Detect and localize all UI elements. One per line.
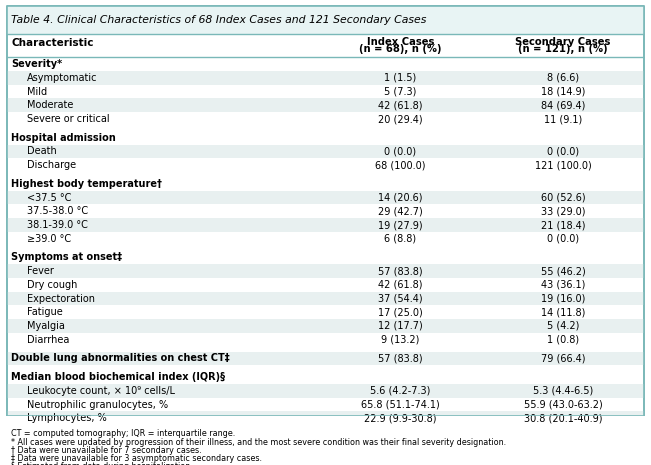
Text: 57 (83.8): 57 (83.8) bbox=[378, 266, 422, 276]
Text: 57 (83.8): 57 (83.8) bbox=[378, 353, 422, 364]
Text: Median blood biochemical index (IQR)§: Median blood biochemical index (IQR)§ bbox=[11, 372, 225, 382]
Text: Moderate: Moderate bbox=[27, 100, 74, 110]
Text: 33 (29.0): 33 (29.0) bbox=[541, 206, 585, 216]
Text: Table 4. Clinical Characteristics of 68 Index Cases and 121 Secondary Cases: Table 4. Clinical Characteristics of 68 … bbox=[11, 15, 426, 26]
Text: 5 (7.3): 5 (7.3) bbox=[384, 86, 417, 97]
Bar bbox=[7, 99, 644, 112]
Text: 20 (29.4): 20 (29.4) bbox=[378, 114, 422, 124]
Text: Dry cough: Dry cough bbox=[27, 280, 77, 290]
Text: Secondary Cases: Secondary Cases bbox=[516, 37, 611, 46]
Text: Fever: Fever bbox=[27, 266, 54, 276]
Text: † Data were unavailable for 7 secondary cases.: † Data were unavailable for 7 secondary … bbox=[11, 446, 202, 455]
Text: 14 (11.8): 14 (11.8) bbox=[541, 307, 585, 317]
Text: Mild: Mild bbox=[27, 86, 48, 97]
Text: (n = 121), n (%): (n = 121), n (%) bbox=[518, 44, 608, 54]
Bar bbox=[7, 6, 644, 34]
Text: 18 (14.9): 18 (14.9) bbox=[541, 86, 585, 97]
Text: 6 (8.8): 6 (8.8) bbox=[384, 234, 417, 244]
Text: 42 (61.8): 42 (61.8) bbox=[378, 280, 422, 290]
Text: ≥39.0 °C: ≥39.0 °C bbox=[27, 234, 72, 244]
Text: 5.6 (4.2-7.3): 5.6 (4.2-7.3) bbox=[370, 386, 430, 396]
Text: 5 (4.2): 5 (4.2) bbox=[547, 321, 579, 331]
Text: 8 (6.6): 8 (6.6) bbox=[547, 73, 579, 83]
Text: * All cases were updated by progression of their illness, and the most severe co: * All cases were updated by progression … bbox=[11, 438, 506, 446]
Text: Index Cases: Index Cases bbox=[367, 37, 434, 46]
Text: Discharge: Discharge bbox=[27, 160, 76, 170]
Text: Symptoms at onset‡: Symptoms at onset‡ bbox=[11, 252, 122, 262]
Bar bbox=[7, 218, 644, 232]
Bar bbox=[7, 71, 644, 85]
Text: 19 (16.0): 19 (16.0) bbox=[541, 293, 585, 304]
Text: 29 (42.7): 29 (42.7) bbox=[378, 206, 422, 216]
Text: 21 (18.4): 21 (18.4) bbox=[541, 220, 585, 230]
Text: 1 (0.8): 1 (0.8) bbox=[547, 335, 579, 345]
Text: Expectoration: Expectoration bbox=[27, 293, 95, 304]
Text: 55 (46.2): 55 (46.2) bbox=[541, 266, 585, 276]
Text: Fatigue: Fatigue bbox=[27, 307, 63, 317]
Text: ‡ Data were unavailable for 3 asymptomatic secondary cases.: ‡ Data were unavailable for 3 asymptomat… bbox=[11, 454, 262, 463]
Text: 121 (100.0): 121 (100.0) bbox=[534, 160, 592, 170]
Text: Leukocyte count, × 10⁹ cells/L: Leukocyte count, × 10⁹ cells/L bbox=[27, 386, 175, 396]
Text: 79 (66.4): 79 (66.4) bbox=[541, 353, 585, 364]
Text: Neutrophilic granulocytes, %: Neutrophilic granulocytes, % bbox=[27, 399, 169, 410]
Bar bbox=[7, 412, 644, 425]
Text: 5.3 (4.4-6.5): 5.3 (4.4-6.5) bbox=[533, 386, 593, 396]
Text: 0 (0.0): 0 (0.0) bbox=[547, 146, 579, 156]
Text: 11 (9.1): 11 (9.1) bbox=[544, 114, 582, 124]
Text: Diarrhea: Diarrhea bbox=[27, 335, 70, 345]
Bar bbox=[7, 191, 644, 205]
Text: 37.5-38.0 °C: 37.5-38.0 °C bbox=[27, 206, 89, 216]
Text: 0 (0.0): 0 (0.0) bbox=[384, 146, 417, 156]
Text: 1 (1.5): 1 (1.5) bbox=[384, 73, 417, 83]
Text: 22.9 (9.9-30.8): 22.9 (9.9-30.8) bbox=[364, 413, 437, 423]
Text: 30.8 (20.1-40.9): 30.8 (20.1-40.9) bbox=[524, 413, 602, 423]
Text: Characteristic: Characteristic bbox=[11, 38, 94, 48]
Bar bbox=[7, 384, 644, 398]
Text: Asymptomatic: Asymptomatic bbox=[27, 73, 98, 83]
Text: 55.9 (43.0-63.2): 55.9 (43.0-63.2) bbox=[524, 399, 602, 410]
Bar bbox=[7, 319, 644, 333]
Text: Lymphocytes, %: Lymphocytes, % bbox=[27, 413, 107, 423]
Bar bbox=[7, 352, 644, 365]
Text: 42 (61.8): 42 (61.8) bbox=[378, 100, 422, 110]
Text: 19 (27.9): 19 (27.9) bbox=[378, 220, 422, 230]
Bar bbox=[7, 145, 644, 158]
Text: 68 (100.0): 68 (100.0) bbox=[375, 160, 426, 170]
Text: 14 (20.6): 14 (20.6) bbox=[378, 193, 422, 203]
Text: (n = 68), n (%): (n = 68), n (%) bbox=[359, 44, 441, 54]
Text: 12 (17.7): 12 (17.7) bbox=[378, 321, 422, 331]
Text: 65.8 (51.1-74.1): 65.8 (51.1-74.1) bbox=[361, 399, 439, 410]
Text: 17 (25.0): 17 (25.0) bbox=[378, 307, 422, 317]
Text: Severity*: Severity* bbox=[11, 59, 62, 69]
Bar bbox=[7, 264, 644, 278]
Text: Death: Death bbox=[27, 146, 57, 156]
Text: Double lung abnormalities on chest CT‡: Double lung abnormalities on chest CT‡ bbox=[11, 353, 230, 364]
Text: 9 (13.2): 9 (13.2) bbox=[381, 335, 419, 345]
Text: Myalgia: Myalgia bbox=[27, 321, 65, 331]
Text: 0 (0.0): 0 (0.0) bbox=[547, 234, 579, 244]
Text: CT = computed tomography; IQR = interquartile range.: CT = computed tomography; IQR = interqua… bbox=[11, 429, 235, 438]
Bar bbox=[7, 292, 644, 306]
Text: <37.5 °C: <37.5 °C bbox=[27, 193, 72, 203]
Text: 43 (36.1): 43 (36.1) bbox=[541, 280, 585, 290]
Text: 60 (52.6): 60 (52.6) bbox=[541, 193, 585, 203]
Text: Severe or critical: Severe or critical bbox=[27, 114, 110, 124]
Text: Hospital admission: Hospital admission bbox=[11, 133, 116, 143]
Text: Highest body temperature†: Highest body temperature† bbox=[11, 179, 162, 189]
Text: 37 (54.4): 37 (54.4) bbox=[378, 293, 422, 304]
Text: 84 (69.4): 84 (69.4) bbox=[541, 100, 585, 110]
Text: § Estimated from data during hospitalization.: § Estimated from data during hospitaliza… bbox=[11, 463, 193, 465]
Text: 38.1-39.0 °C: 38.1-39.0 °C bbox=[27, 220, 89, 230]
